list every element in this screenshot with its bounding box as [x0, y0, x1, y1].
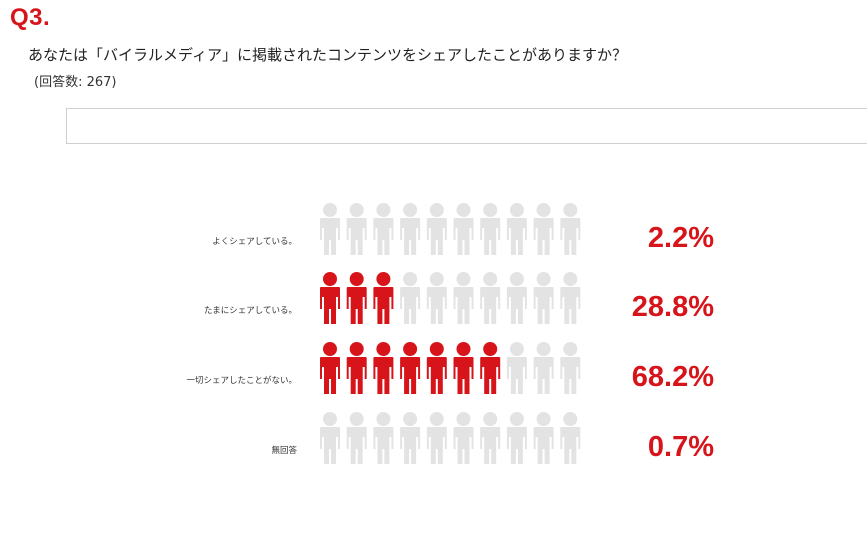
category-label: たまにシェアしている。	[204, 306, 297, 316]
question-number: Q3.	[10, 4, 51, 31]
question-text: あなたは「バイラルメディア」に掲載されたコンテンツをシェアしたことがありますか？	[28, 46, 627, 64]
person-icon-empty	[320, 412, 340, 464]
person-icon-filled	[373, 272, 394, 324]
person-icon-empty	[400, 412, 421, 464]
percentage-label: 68.2%	[632, 361, 714, 393]
person-icon-filled	[346, 272, 367, 324]
person-icon-empty	[533, 342, 554, 394]
person-icon-empty	[320, 203, 340, 255]
chart-row: 一切シェアしたことがない。 68.2%	[186, 342, 714, 394]
person-icon-empty	[506, 342, 527, 394]
person-icon-empty	[506, 203, 527, 255]
person-icon-empty	[346, 412, 367, 464]
person-icon-empty	[426, 203, 447, 255]
person-icon-filled	[346, 342, 367, 394]
person-icon-empty	[560, 412, 581, 464]
person-icon-empty	[480, 272, 501, 324]
person-icon-empty	[400, 272, 421, 324]
person-icon-empty	[533, 412, 554, 464]
person-icon-filled	[373, 342, 394, 394]
percentage-label: 0.7%	[648, 431, 714, 463]
person-icon-empty	[453, 203, 474, 255]
empty-panel	[66, 108, 867, 144]
person-icon-empty	[560, 342, 581, 394]
chart-row: よくシェアしている。 2.2%	[212, 203, 714, 255]
percentage-label: 28.8%	[632, 291, 714, 323]
person-icon-empty	[373, 412, 394, 464]
person-icon-empty	[506, 272, 527, 324]
person-icon-empty	[426, 272, 447, 324]
person-icon-filled	[320, 272, 340, 324]
category-label: 無回答	[271, 445, 297, 456]
chart-row: たまにシェアしている。 28.8%	[204, 272, 714, 324]
person-icon-empty	[480, 412, 501, 464]
person-icon-empty	[533, 272, 554, 324]
response-count: (回答数: 267)	[34, 75, 117, 90]
person-icon-empty	[506, 412, 527, 464]
person-icon-filled	[320, 342, 340, 394]
person-icon-empty	[346, 203, 367, 255]
chart-row: 無回答 0.7%	[271, 412, 714, 464]
person-icon-empty	[400, 203, 421, 255]
person-icon-empty	[533, 203, 554, 255]
person-icon-empty	[560, 203, 581, 255]
category-label: よくシェアしている。	[212, 237, 297, 247]
person-icon-empty	[453, 412, 474, 464]
percentage-label: 2.2%	[648, 222, 714, 254]
person-icon-empty	[373, 203, 394, 255]
person-icon-filled	[400, 342, 421, 394]
chart-rows: よくシェアしている。 2.2% たまにシェアしている。 28.8% 一切シェアしたことが…	[186, 203, 714, 464]
person-icon-empty	[560, 272, 581, 324]
person-icon-empty	[426, 412, 447, 464]
person-icon-filled	[426, 342, 447, 394]
category-label: 一切シェアしたことがない。	[186, 375, 297, 386]
person-icon-filled	[480, 342, 501, 394]
person-icon-filled	[453, 342, 474, 394]
person-icon-empty	[480, 203, 501, 255]
person-icon-empty	[453, 272, 474, 324]
